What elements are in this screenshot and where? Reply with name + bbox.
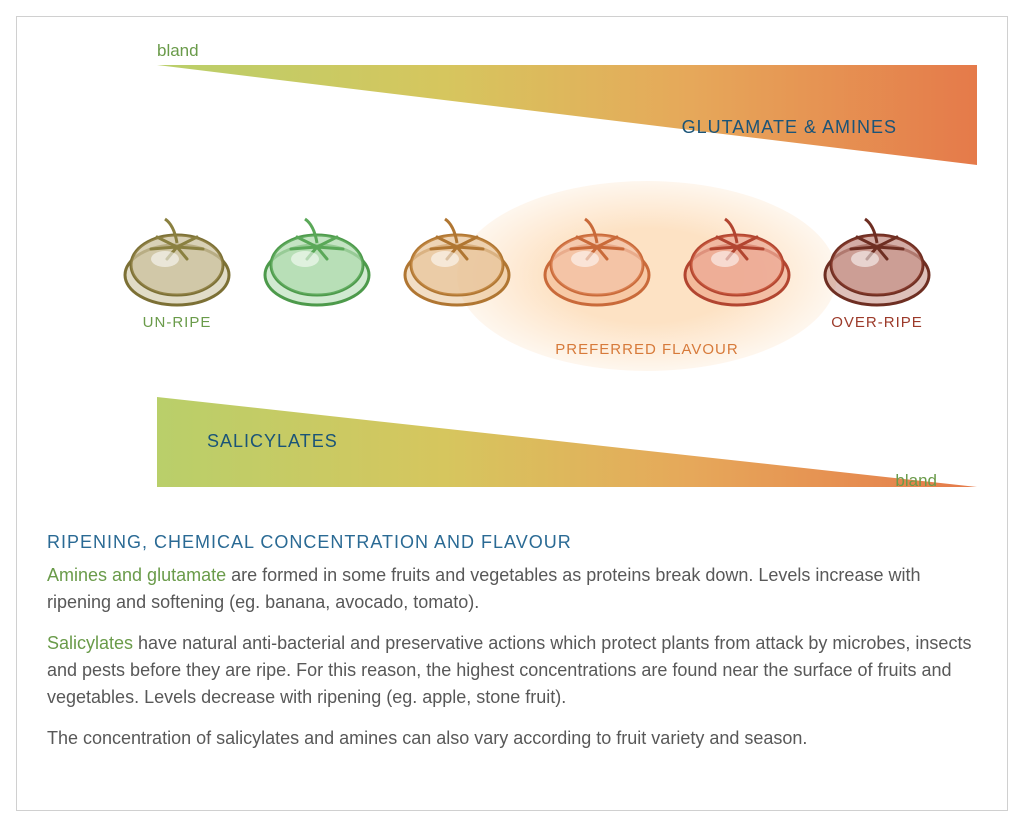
highlight-amines: Amines and glutamate — [47, 565, 226, 585]
tomato-yellow — [387, 213, 527, 332]
paragraph-amines: Amines and glutamate are formed in some … — [47, 562, 977, 616]
paragraph-salicylates-body: have natural anti-bacterial and preserva… — [47, 633, 971, 707]
glutamate-label: GLUTAMATE & AMINES — [682, 117, 897, 138]
bland-label-bottom: bland — [895, 471, 937, 491]
tomato-un-ripe: UN-RIPE — [107, 213, 247, 332]
tomato-red — [667, 213, 807, 332]
tomato-caption-over-ripe: OVER-RIPE — [831, 314, 923, 332]
text-section: RIPENING, CHEMICAL CONCENTRATION AND FLA… — [47, 529, 977, 752]
tomato-orange — [527, 213, 667, 332]
highlight-salicylates: Salicylates — [47, 633, 133, 653]
glutamate-wedge — [157, 65, 977, 165]
paragraph-salicylates: Salicylates have natural anti-bacterial … — [47, 630, 977, 711]
paragraph-variety: The concentration of salicylates and ami… — [47, 725, 977, 752]
salicylates-label: SALICYLATES — [207, 431, 338, 452]
tomato-row: UN-RIPE OVER-RIPE — [107, 213, 947, 332]
bland-label-top: bland — [157, 41, 199, 61]
preferred-flavour-label: PREFERRED FLAVOUR — [547, 341, 747, 358]
infographic-container: bland GLUTAMATE & AMINES — [16, 16, 1008, 811]
tomato-green — [247, 213, 387, 332]
tomato-caption-un-ripe: UN-RIPE — [143, 314, 212, 332]
tomato-over-ripe: OVER-RIPE — [807, 213, 947, 332]
text-heading: RIPENING, CHEMICAL CONCENTRATION AND FLA… — [47, 529, 977, 556]
diagram-area: bland GLUTAMATE & AMINES — [47, 41, 977, 521]
